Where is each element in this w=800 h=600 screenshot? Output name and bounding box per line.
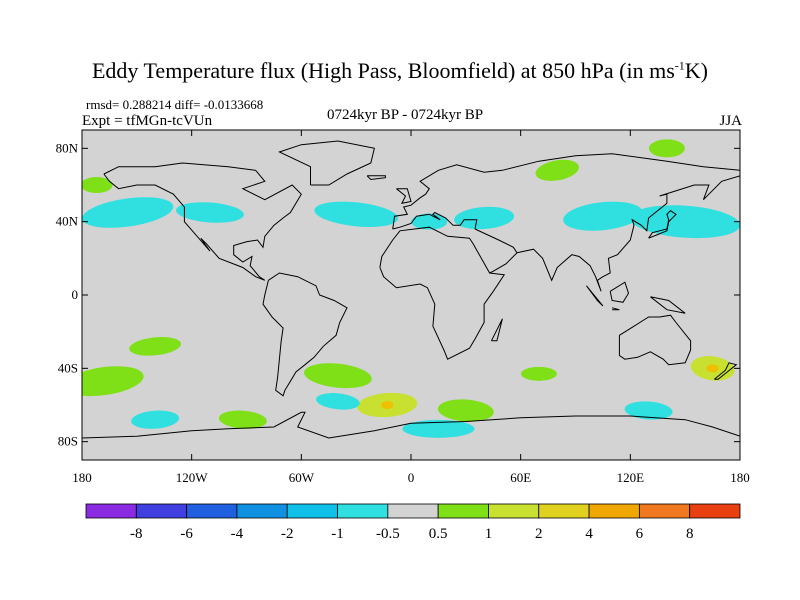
colorbar-label: -0.5 — [376, 526, 400, 542]
colorbar-label: 0.5 — [429, 526, 448, 542]
colorbar-swatch — [588, 503, 640, 519]
colorbar-label: -6 — [180, 526, 193, 542]
y-tick-label: 80N — [56, 140, 79, 155]
positive-flux-region — [437, 399, 494, 422]
positive-flux-region — [218, 410, 267, 429]
negative-flux-region — [630, 205, 740, 239]
coastline — [103, 162, 302, 281]
colorbar-label: 2 — [535, 526, 543, 542]
x-tick-label: 60W — [289, 470, 315, 485]
colorbar-label: 6 — [636, 526, 644, 542]
colorbar: -8 -6 -4 -2 -1 -0.5 0.5 1 2 4 6 8 — [85, 503, 741, 542]
x-axis: 180 120W 60W 0 60E 120E 180 — [72, 130, 750, 485]
coastline — [609, 281, 630, 303]
coastline — [650, 296, 686, 314]
negative-flux-region — [624, 401, 673, 420]
colorbar-swatch — [135, 503, 188, 519]
positive-flux-region — [535, 159, 579, 181]
positive-flux-region — [304, 363, 372, 389]
colorbar-label: -8 — [130, 526, 143, 542]
negative-flux-region — [411, 213, 448, 230]
colorbar-label: -1 — [331, 526, 344, 542]
positive-flux-region — [520, 366, 557, 381]
x-tick-label: 120E — [617, 470, 645, 485]
negative-flux-region — [176, 202, 244, 223]
colorbar-swatch — [186, 503, 238, 519]
colorbar-label: -4 — [231, 526, 244, 542]
colorbar-label: 4 — [585, 526, 593, 542]
x-tick-label: 0 — [408, 470, 415, 485]
negative-flux-region — [131, 410, 180, 429]
coastline — [392, 211, 478, 230]
coastline — [262, 272, 348, 397]
coastline — [82, 411, 740, 439]
coastline — [490, 318, 503, 342]
positive-flux-region — [129, 336, 181, 356]
x-tick-label: 60E — [510, 470, 531, 485]
x-tick-label: 120W — [176, 470, 209, 485]
colorbar-swatch — [286, 503, 338, 519]
negative-flux-region — [315, 393, 360, 410]
chart-title: Eddy Temperature flux (High Pass, Bloomf… — [91, 58, 708, 83]
high-flux-core — [381, 401, 394, 409]
x-tick-label: 180 — [730, 470, 750, 485]
coastline — [611, 307, 620, 311]
coastline — [714, 362, 738, 380]
negative-flux-region — [454, 206, 515, 230]
coastline — [278, 140, 376, 186]
season-label: JJA — [719, 113, 742, 129]
colorbar-label: 8 — [686, 526, 694, 542]
colorbar-swatch — [337, 503, 389, 519]
coastlines-layer — [82, 140, 740, 439]
colorbar-swatch — [689, 503, 741, 519]
colorbar-swatch — [488, 503, 540, 519]
coastline — [366, 175, 386, 181]
colorbar-label: 1 — [485, 526, 493, 542]
x-tick-label: 180 — [72, 470, 92, 485]
y-tick-label: 40N — [56, 214, 79, 229]
positive-flux-region — [82, 177, 113, 193]
negative-flux-region — [314, 201, 398, 228]
coastline — [586, 285, 604, 307]
negative-flux-region — [82, 197, 174, 228]
period-label: 0724kyr BP - 0724kyr BP — [326, 107, 484, 123]
coastline — [379, 226, 506, 360]
colorbar-swatch — [85, 503, 137, 519]
negative-flux-region — [563, 201, 643, 231]
coastline — [396, 188, 412, 204]
stats-line: rmsd= 0.288214 diff= -0.0133668 — [86, 97, 264, 112]
colorbar-swatch — [538, 503, 590, 519]
colorbar-swatch — [236, 503, 288, 519]
positive-flux-region — [648, 139, 685, 158]
positive-flux-region — [82, 366, 144, 397]
negative-flux-region — [402, 419, 475, 438]
y-tick-label: 80S — [58, 434, 78, 449]
flux-field-layer — [82, 139, 740, 438]
coastline — [618, 314, 692, 366]
experiment-label: Expt = tfMGn-tcVUn — [82, 113, 213, 129]
colorbar-swatch — [437, 503, 489, 519]
y-tick-label: 40S — [58, 360, 78, 375]
coastline — [392, 153, 740, 230]
coastline — [516, 175, 740, 292]
colorbar-label: -2 — [281, 526, 294, 542]
y-axis: 80N 40N 0 40S 80S — [56, 140, 740, 449]
coastline — [648, 210, 677, 239]
high-flux-core — [706, 364, 719, 373]
y-tick-label: 0 — [72, 287, 79, 302]
colorbar-swatch — [638, 503, 691, 519]
colorbar-swatch — [387, 503, 439, 519]
